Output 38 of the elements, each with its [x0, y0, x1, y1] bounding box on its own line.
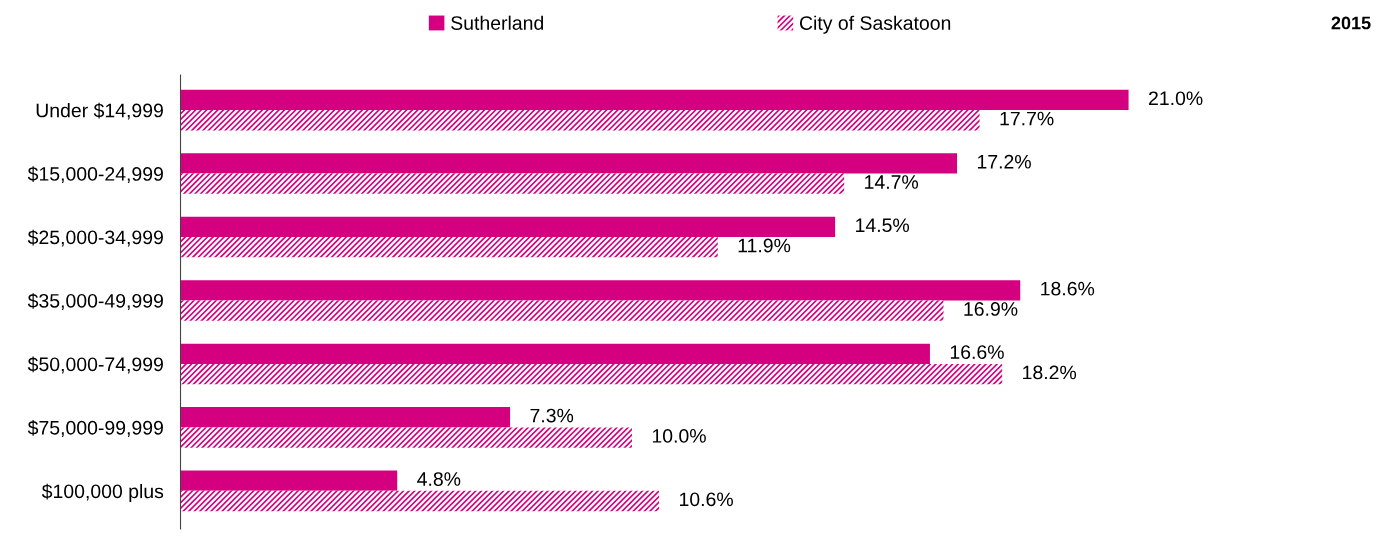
bar	[180, 470, 398, 491]
y-tick-label: $15,000-24,999	[27, 166, 163, 184]
y-tick-label: Under $14,999	[36, 102, 163, 120]
y-tick-label: $25,000-34,999	[27, 229, 163, 247]
bar	[180, 407, 511, 428]
data-label: 11.9%	[738, 238, 791, 253]
data-label: 17.2%	[977, 154, 1031, 169]
data-label: 14.5%	[856, 218, 910, 233]
data-label: 17.7%	[1000, 111, 1054, 126]
bar	[180, 343, 930, 364]
bar	[180, 300, 944, 321]
data-label: 18.2%	[1023, 365, 1077, 380]
data-label: 16.6%	[950, 345, 1004, 359]
bar	[180, 280, 1021, 301]
y-tick-label: $50,000-74,999	[27, 356, 163, 374]
y-tick-label: $35,000-49,999	[27, 293, 163, 311]
text: 2015	[1331, 16, 1371, 30]
data-label: 16.9%	[964, 302, 1018, 316]
data-label: 10.0%	[652, 429, 706, 443]
bar	[180, 110, 980, 131]
bar	[180, 237, 718, 258]
data-label: 10.6%	[679, 492, 733, 507]
bar	[180, 490, 660, 512]
data-label: 4.8%	[417, 472, 461, 486]
data-label: 14.7%	[865, 175, 919, 189]
bar	[180, 427, 632, 448]
data-label: 7.3%	[530, 408, 574, 423]
bar	[180, 173, 845, 194]
y-tick-label: $75,000-99,999	[27, 420, 163, 437]
legend-label: Sutherland	[451, 15, 544, 30]
data-label: 18.6%	[1041, 281, 1095, 296]
data-label: 21.0%	[1149, 91, 1203, 106]
legend-label: City of Saskatoon	[799, 15, 951, 34]
bar	[180, 89, 1129, 111]
bar	[180, 216, 836, 238]
bar	[180, 153, 958, 174]
bar	[180, 363, 1003, 385]
y-tick-label: $100,000 plus	[41, 483, 164, 503]
